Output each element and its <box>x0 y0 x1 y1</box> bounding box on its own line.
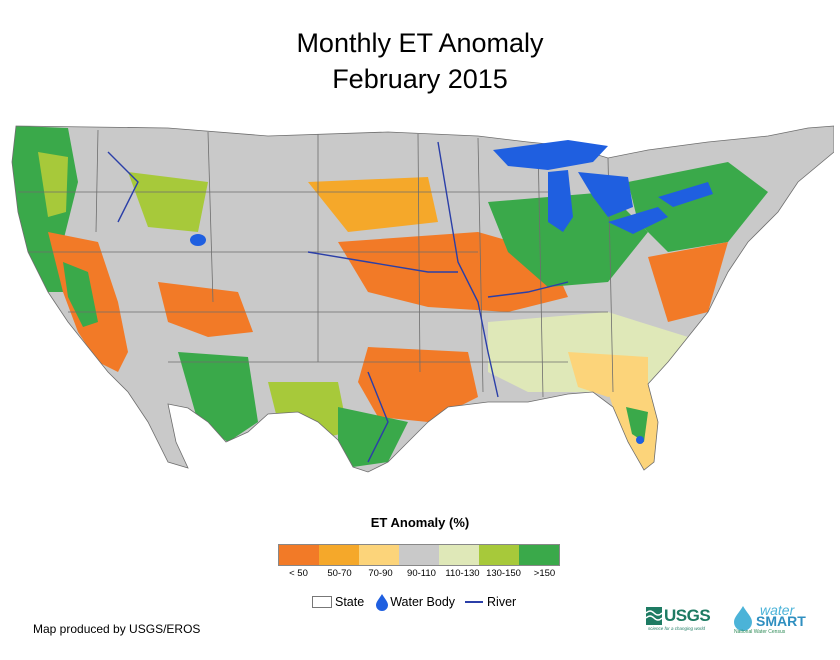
anomaly-patch-rockies <box>128 172 208 232</box>
map-key: State Water Body River <box>312 593 526 611</box>
key-river: River <box>465 595 516 609</box>
legend-swatch-110-130 <box>439 545 479 565</box>
anomaly-patch-mid-atlantic <box>648 242 728 322</box>
water-bodies <box>190 140 713 444</box>
legend-class-labels: < 50 50-70 70-90 90-110 110-130 130-150 … <box>278 568 565 579</box>
watersmart-subtitle: National Water Census <box>734 629 786 635</box>
watersmart-word-smart: SMART <box>756 613 806 629</box>
et-anomaly-map <box>11 125 834 473</box>
legend-label: >150 <box>533 568 556 579</box>
anomaly-patch-northeast <box>628 162 768 252</box>
legend-color-ramp <box>278 544 560 566</box>
usgs-wordmark: USGS <box>664 606 711 625</box>
key-water-body: Water Body <box>374 593 455 611</box>
legend-label: 90-110 <box>407 568 436 579</box>
key-state-label: State <box>335 595 365 609</box>
legend-swatch-gt150 <box>519 545 559 565</box>
anomaly-patch-texas <box>358 347 478 422</box>
legend-swatch-50-70 <box>319 545 359 565</box>
legend-swatch-70-90 <box>359 545 399 565</box>
rivers <box>107 141 569 463</box>
legend-label: 110-130 <box>445 568 480 579</box>
anomaly-patch-southwest <box>158 282 253 337</box>
legend-swatch-90-110 <box>399 545 439 565</box>
legend-swatch-130-150 <box>479 545 519 565</box>
river-line-icon <box>465 601 484 603</box>
anomaly-patch-pnw-mid <box>38 152 68 217</box>
anomaly-patch-new-mexico <box>268 382 348 442</box>
anomaly-patch-florida-green <box>626 407 648 442</box>
usgs-wave-icon <box>646 607 662 625</box>
map-subtitle: February 2015 <box>332 64 508 94</box>
legend-label: 50-70 <box>327 568 352 579</box>
state-outline-icon <box>312 596 332 608</box>
usgs-tagline: science for a changing world <box>648 626 706 631</box>
watersmart-word-water: water <box>760 602 795 618</box>
state-borders <box>11 125 834 473</box>
legend-swatch-lt50 <box>279 545 319 565</box>
legend-label: 70-90 <box>368 568 393 579</box>
map-credit: Map produced by USGS/EROS <box>33 622 201 636</box>
key-state: State <box>312 595 364 609</box>
anomaly-patch-gulf-coast <box>568 352 648 397</box>
watersmart-logo: water SMART National Water Census <box>726 602 812 638</box>
legend-label: 130-150 <box>486 568 521 579</box>
water-drop-logo-icon <box>734 606 752 631</box>
usgs-logo: USGS science for a changing world <box>646 606 722 636</box>
anomaly-patch-northern-plains <box>308 177 438 232</box>
map-title: Monthly ET Anomaly <box>296 28 544 58</box>
anomaly-patch-central-valley <box>63 262 98 327</box>
legend-label: < 50 <box>289 568 308 579</box>
key-water-body-label: Water Body <box>390 595 456 609</box>
key-river-label: River <box>487 595 517 609</box>
anomaly-patch-south-texas <box>338 407 408 467</box>
legend-title: ET Anomaly (%) <box>370 515 470 530</box>
water-drop-icon <box>376 594 389 611</box>
